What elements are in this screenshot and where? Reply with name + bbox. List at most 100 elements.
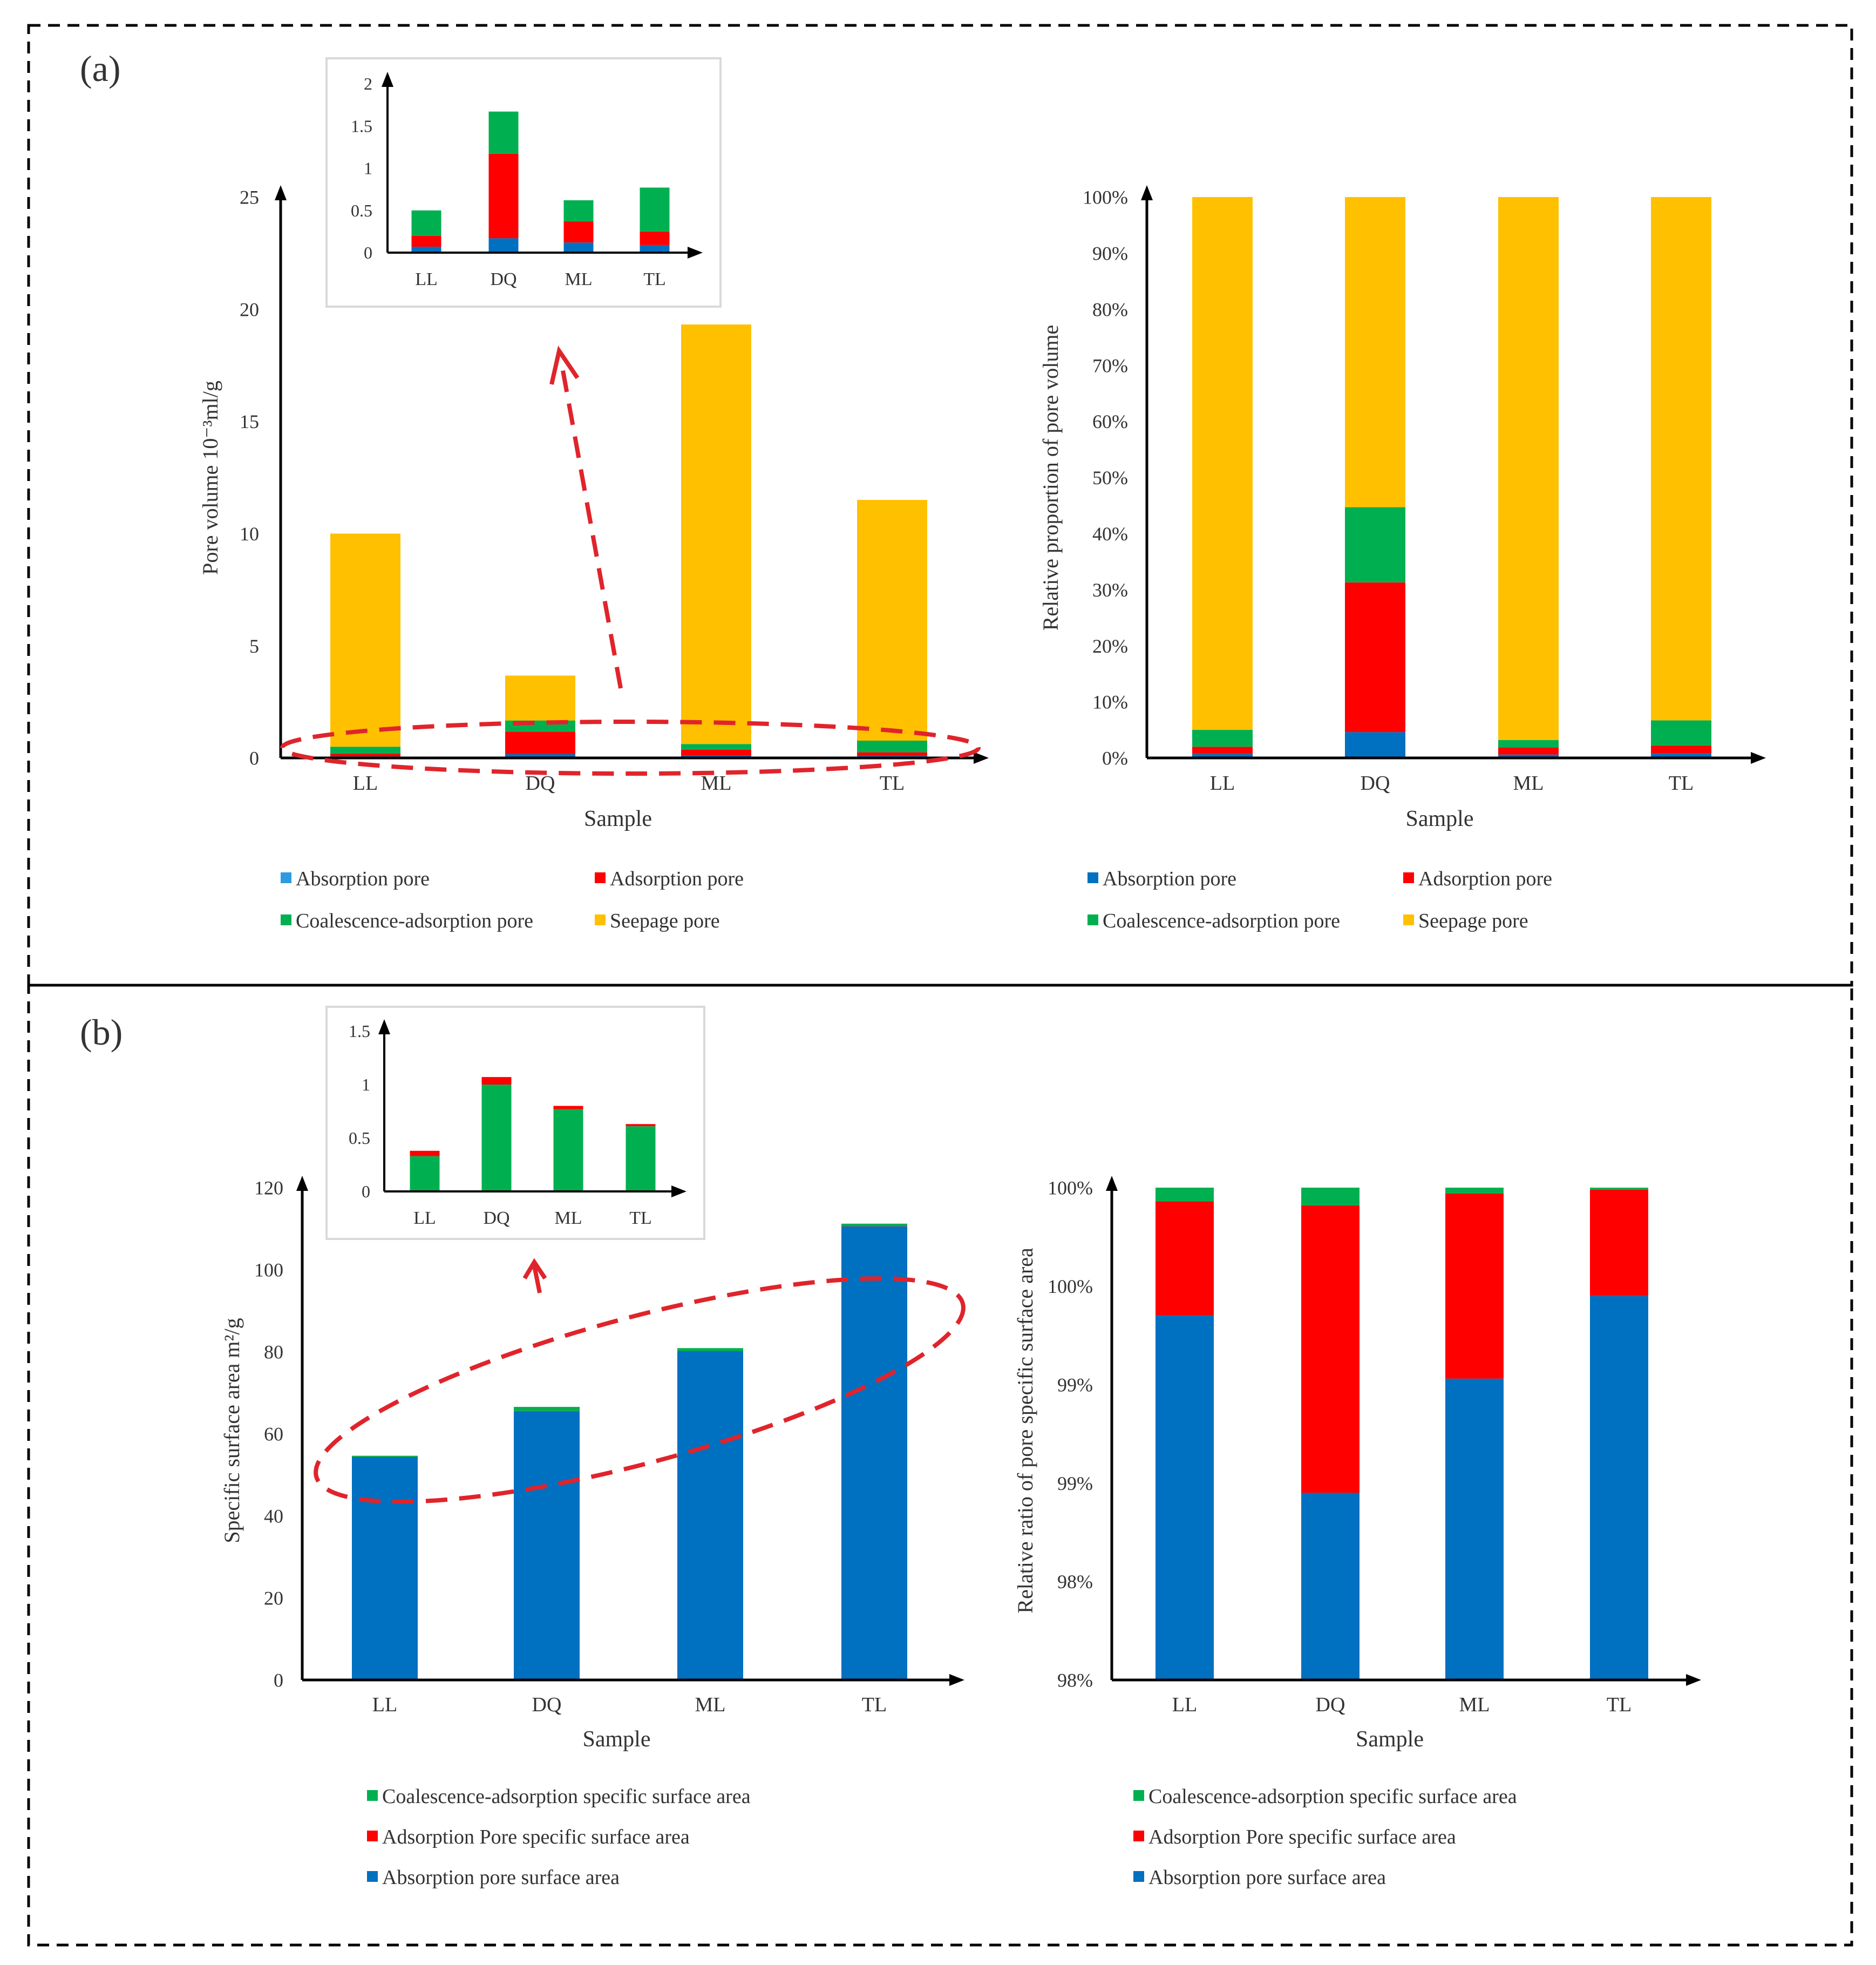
b1-legend-swatch (367, 1831, 378, 1841)
a2-bar-ll-coalescence-adsorption-pore (1192, 730, 1253, 747)
a1-inset-y-tick-label: 0.5 (351, 201, 372, 220)
a1-bar-dq-seepage-pore (505, 675, 575, 721)
b2-x-tick-label: DQ (1316, 1693, 1345, 1716)
a1-x-tick-label: DQ (526, 772, 555, 795)
a1-inset-x-tick-label: DQ (490, 269, 516, 289)
a2-y-tick-label: 30% (1092, 579, 1128, 601)
b2-bar-tl-coalescence-adsorption-specific-surface-area (1590, 1188, 1648, 1190)
a2-x-tick-label: LL (1210, 772, 1235, 795)
b1-x-axis-arrow (949, 1674, 964, 1686)
inset-b-frame (325, 1006, 705, 1240)
b2-bar-ll-adsorption-pore-specific-surface-area (1155, 1201, 1214, 1316)
b2-y-tick-label: 98% (1057, 1571, 1093, 1593)
a2-legend-label: Adsorption pore (1418, 868, 1552, 890)
panel-label-a: (a) (80, 48, 120, 89)
a1-chart: 0 5 10 15 20 25 LL DQ ML TL Sample Pore volume 10⁻³… (198, 185, 989, 932)
a2-legend-swatch (1403, 872, 1414, 883)
a1-inset-y-tick-label: 1 (364, 159, 372, 178)
b1-chart: 0 20 40 60 80 100 120 LL DQ ML TL Sample Specific su… (220, 1176, 964, 1889)
b1-inset-y-tick-label: 1.5 (349, 1021, 370, 1041)
b1-bar-ml-absorption-pore-surface-area (677, 1351, 743, 1680)
a1-inset-bar-tl-adsorption-pore (640, 231, 670, 245)
b1-legend-label: Adsorption Pore specific surface area (382, 1826, 690, 1848)
b2-bar-tl-absorption-pore-surface-area (1590, 1296, 1648, 1680)
b2-legend-swatch (1133, 1831, 1144, 1841)
b1-y-tick-label: 100 (254, 1259, 283, 1281)
a1-x-tick-label: ML (701, 772, 732, 795)
b1-x-tick-label: DQ (532, 1693, 562, 1716)
a1-x-tick-label: LL (353, 772, 378, 795)
a1-inset-x-tick-label: TL (643, 269, 666, 289)
a2-y-tick-label: 90% (1092, 243, 1128, 265)
a2-chart: 0% 10% 20% 30% 40% 50% 60% 70% 80% 90% 100% LL DQ ML T… (1038, 185, 1766, 932)
b2-bar-ml-absorption-pore-surface-area (1445, 1378, 1504, 1680)
b2-bar-dq-coalescence-adsorption-specific-surface-area (1301, 1188, 1360, 1205)
b2-x-tick-label: TL (1607, 1693, 1632, 1716)
b1-y-tick-label: 80 (264, 1341, 283, 1363)
b1-legend-swatch (367, 1871, 378, 1882)
a1-y-tick-label: 25 (240, 187, 259, 208)
highlight-annotations (280, 345, 981, 1504)
inset-a-frame (325, 57, 722, 308)
b1-inset-y-tick-label: 1 (362, 1075, 370, 1094)
b2-bar-dq-absorption-pore-surface-area (1301, 1493, 1360, 1680)
a2-bar-tl-seepage-pore (1651, 197, 1711, 721)
a1-inset-bar-ll-coalescence-adsorption-pore (411, 210, 441, 236)
highlight-ellipse-b (314, 1276, 966, 1504)
a1-inset-bar-ml-adsorption-pore (563, 221, 594, 243)
b1-inset-x-tick-label: TL (629, 1208, 652, 1228)
a2-bar-ml-seepage-pore (1498, 197, 1559, 740)
b1-x-tick-label: LL (372, 1693, 397, 1716)
a1-legend-swatch (595, 872, 606, 883)
a1-bar-dq-absorption-pore (505, 754, 575, 758)
a1-inset-y-tick-label: 0 (364, 243, 372, 262)
b1-bar-dq-adsorption-pore-specific-surface-area (514, 1411, 580, 1412)
a1-y-tick-label: 5 (249, 635, 259, 657)
a2-x-tick-label: ML (1513, 772, 1544, 795)
b2-x-axis-arrow (1686, 1674, 1701, 1686)
a1-bar-tl-coalescence-adsorption-pore (857, 740, 927, 753)
b1-inset-y-axis-arrow (378, 1019, 390, 1034)
b1-inset-y-tick-label: 0.5 (349, 1128, 370, 1148)
b1-inset-x-tick-label: LL (413, 1208, 436, 1228)
b1-y-axis-title: Specific surface area m²/g (220, 1318, 244, 1543)
a2-y-tick-label: 50% (1092, 467, 1128, 489)
a1-bar-ml-seepage-pore (681, 324, 751, 744)
b1-y-axis-arrow (296, 1176, 308, 1191)
a1-legend-swatch (281, 914, 291, 925)
b2-y-axis-arrow (1106, 1176, 1118, 1191)
a2-legend-swatch (1087, 914, 1098, 925)
a1-legend-swatch (595, 914, 606, 925)
a1-inset-bar-ll-adsorption-pore (411, 235, 441, 247)
a1-x-axis-title: Sample (584, 807, 652, 831)
highlight-ellipse-a (280, 720, 981, 776)
b1-inset-bar-dq-adsorption-pore-specific-surface-area (481, 1077, 512, 1085)
b2-legend-label: Absorption pore surface area (1148, 1866, 1386, 1889)
b1-bar-ll-absorption-pore-surface-area (352, 1457, 418, 1680)
b1-bar-dq-absorption-pore-surface-area (514, 1411, 580, 1680)
b1-inset-bar-ml-adsorption-pore-specific-surface-area (553, 1106, 583, 1109)
b2-bar-ml-coalescence-adsorption-specific-surface-area (1445, 1188, 1504, 1194)
a2-legend-label: Seepage pore (1418, 910, 1528, 932)
a1-bar-ll-seepage-pore (330, 533, 400, 747)
a1-inset-bar-ml-coalescence-adsorption-pore (563, 200, 594, 222)
a1-bar-ml-coalescence-adsorption-pore (681, 744, 751, 750)
a2-bar-ll-seepage-pore (1192, 197, 1253, 730)
b2-x-tick-label: LL (1172, 1693, 1197, 1716)
b1-bar-ml-adsorption-pore-specific-surface-area (677, 1351, 743, 1352)
b1-x-tick-label: ML (695, 1693, 726, 1716)
b2-y-axis-title: Relative ratio of pore specific surface … (1013, 1248, 1037, 1614)
a2-bar-dq-seepage-pore (1345, 197, 1405, 507)
highlight-arrowhead-a (549, 345, 580, 385)
b2-y-tick-label: 99% (1057, 1473, 1093, 1494)
a1-legend-label: Coalescence-adsorption pore (296, 910, 533, 932)
a1-legend-label: Absorption pore (296, 868, 430, 890)
b1-y-tick-label: 120 (254, 1177, 283, 1199)
a2-x-axis-arrow (1751, 752, 1766, 764)
a1-x-axis-arrow (974, 752, 989, 764)
a2-y-axis-arrow (1141, 185, 1153, 200)
a2-y-tick-label: 20% (1092, 635, 1128, 657)
a1-inset-y-tick-label: 1.5 (351, 116, 372, 135)
a2-bar-ll-adsorption-pore (1192, 747, 1253, 754)
b2-x-axis-title: Sample (1356, 1727, 1424, 1752)
